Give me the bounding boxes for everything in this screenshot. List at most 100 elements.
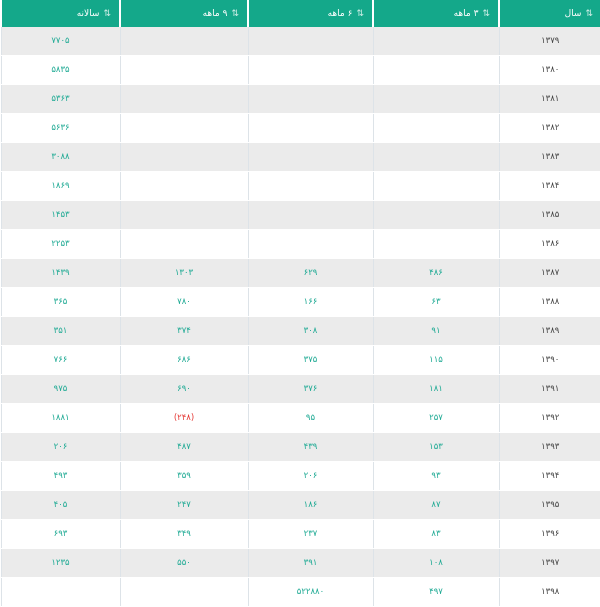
cell-year: ۱۳۸۴	[498, 171, 600, 201]
table-row: ۱۳۸۵ ۱۴۵۳	[0, 200, 600, 230]
cell-6-month: ۵۲۲۸۸۰	[247, 577, 373, 607]
cell-6-month	[247, 55, 373, 85]
cell-3-month	[372, 113, 499, 143]
cell-9-month	[119, 142, 248, 172]
cell-3-month: ۴۸۶	[372, 258, 499, 288]
table-row: ۱۳۹۴ ۹۳ ۲۰۶ ۳۵۹ ۴۹۳	[0, 461, 600, 491]
cell-3-month	[372, 55, 499, 85]
cell-annual: ۱۴۵۳	[0, 200, 120, 230]
cell-3-month	[372, 171, 499, 201]
cell-annual: ۱۴۳۹	[0, 258, 120, 288]
cell-annual: ۴۰۵	[0, 490, 120, 520]
cell-6-month	[247, 200, 373, 230]
cell-6-month: ۳۰۸	[247, 316, 373, 346]
column-header-annual[interactable]: ⇅سالانه	[0, 0, 120, 27]
cell-year: ۱۳۹۲	[498, 403, 600, 433]
cell-6-month: ۳۷۶	[247, 374, 373, 404]
sort-arrows-icon[interactable]: ⇅	[231, 8, 239, 19]
cell-annual: ۵۳۶۳	[0, 84, 120, 114]
cell-year: ۱۳۸۲	[498, 113, 600, 143]
cell-6-month	[247, 142, 373, 172]
sort-arrows-icon[interactable]: ⇅	[103, 8, 111, 19]
cell-year: ۱۳۹۱	[498, 374, 600, 404]
cell-annual: ۵۸۳۵	[0, 55, 120, 85]
cell-year: ۱۳۹۶	[498, 519, 600, 549]
cell-annual: ۴۹۳	[0, 461, 120, 491]
cell-6-month: ۱۸۶	[247, 490, 373, 520]
cell-6-month	[247, 27, 373, 56]
table-row: ۱۳۸۳ ۳۰۸۸	[0, 142, 600, 172]
cell-annual: ۶۹۳	[0, 519, 120, 549]
table-row: ۱۳۹۲ ۲۵۷ ۹۵ (۲۴۸) ۱۸۸۱	[0, 403, 600, 433]
cell-year: ۱۳۹۰	[498, 345, 600, 375]
table-row: ۱۳۹۰ ۱۱۵ ۳۷۵ ۶۸۶ ۷۶۶	[0, 345, 600, 375]
cell-9-month: ۷۸۰	[119, 287, 248, 317]
cell-year: ۱۳۸۱	[498, 84, 600, 114]
cell-year: ۱۳۹۳	[498, 432, 600, 462]
cell-annual: ۳۵۱	[0, 316, 120, 346]
cell-year: ۱۳۸۵	[498, 200, 600, 230]
cell-6-month: ۲۳۷	[247, 519, 373, 549]
cell-6-month: ۳۷۵	[247, 345, 373, 375]
column-header-9-month[interactable]: ⇅۹ ماهه	[119, 0, 248, 27]
cell-9-month: (۲۴۸)	[119, 403, 248, 433]
table-row: ۱۳۹۶ ۸۳ ۲۳۷ ۳۴۹ ۶۹۳	[0, 519, 600, 549]
cell-6-month	[247, 171, 373, 201]
cell-3-month: ۴۹۷	[372, 577, 499, 607]
table-row: ۱۳۹۸ ۴۹۷ ۵۲۲۸۸۰	[0, 577, 600, 607]
cell-9-month: ۳۵۹	[119, 461, 248, 491]
sort-arrows-icon[interactable]: ⇅	[356, 8, 364, 19]
cell-9-month: ۲۴۷	[119, 490, 248, 520]
column-header-label: ۹ ماهه	[202, 8, 228, 19]
cell-3-month: ۸۷	[372, 490, 499, 520]
cell-9-month: ۴۸۷	[119, 432, 248, 462]
cell-year: ۱۳۸۷	[498, 258, 600, 288]
column-header-label: ۶ ماهه	[327, 8, 353, 19]
table-row: ۱۳۹۳ ۱۵۳ ۴۳۹ ۴۸۷ ۲۰۶	[0, 432, 600, 462]
column-header-3-month[interactable]: ⇅۳ ماهه	[372, 0, 499, 27]
cell-year: ۱۳۸۸	[498, 287, 600, 317]
header-row: ⇅سال ⇅۳ ماهه ⇅۶ ماهه ⇅۹ ماهه ⇅سالانه	[0, 0, 600, 27]
cell-annual: ۲۰۶	[0, 432, 120, 462]
cell-9-month: ۳۴۹	[119, 519, 248, 549]
cell-9-month: ۳۷۴	[119, 316, 248, 346]
cell-9-month: ۶۹۰	[119, 374, 248, 404]
cell-3-month: ۲۵۷	[372, 403, 499, 433]
table-row: ۱۳۸۸ ۶۳ ۱۶۶ ۷۸۰ ۳۶۵	[0, 287, 600, 317]
cell-annual: ۷۷۰۵	[0, 27, 120, 56]
cell-9-month	[119, 171, 248, 201]
cell-3-month: ۸۳	[372, 519, 499, 549]
cell-9-month: ۵۵۰	[119, 548, 248, 578]
cell-year: ۱۳۸۶	[498, 229, 600, 259]
cell-3-month: ۱۰۸	[372, 548, 499, 578]
cell-3-month	[372, 229, 499, 259]
cell-3-month	[372, 142, 499, 172]
cell-9-month	[119, 200, 248, 230]
cell-6-month: ۳۹۱	[247, 548, 373, 578]
cell-3-month: ۱۵۳	[372, 432, 499, 462]
table-row: ۱۳۸۷ ۴۸۶ ۶۲۹ ۱۳۰۳ ۱۴۳۹	[0, 258, 600, 288]
table-row: ۱۳۸۰ ۵۸۳۵	[0, 55, 600, 85]
cell-annual: ۹۷۵	[0, 374, 120, 404]
column-header-6-month[interactable]: ⇅۶ ماهه	[247, 0, 373, 27]
cell-annual: ۱۲۳۵	[0, 548, 120, 578]
cell-9-month	[119, 55, 248, 85]
table-row: ۱۳۹۱ ۱۸۱ ۳۷۶ ۶۹۰ ۹۷۵	[0, 374, 600, 404]
column-header-year[interactable]: ⇅سال	[498, 0, 600, 27]
cell-year: ۱۳۷۹	[498, 27, 600, 56]
cell-annual	[0, 577, 120, 607]
cell-year: ۱۳۸۹	[498, 316, 600, 346]
column-header-label: ۳ ماهه	[453, 8, 479, 19]
sort-arrows-icon[interactable]: ⇅	[482, 8, 490, 19]
sort-arrows-icon[interactable]: ⇅	[585, 8, 593, 19]
cell-annual: ۱۸۸۱	[0, 403, 120, 433]
cell-3-month: ۹۱	[372, 316, 499, 346]
column-header-label: سال	[564, 8, 582, 19]
cell-9-month: ۶۸۶	[119, 345, 248, 375]
cell-annual: ۱۸۶۹	[0, 171, 120, 201]
cell-annual: ۵۶۳۶	[0, 113, 120, 143]
cell-3-month: ۶۳	[372, 287, 499, 317]
cell-6-month: ۴۳۹	[247, 432, 373, 462]
cell-annual: ۳۶۵	[0, 287, 120, 317]
